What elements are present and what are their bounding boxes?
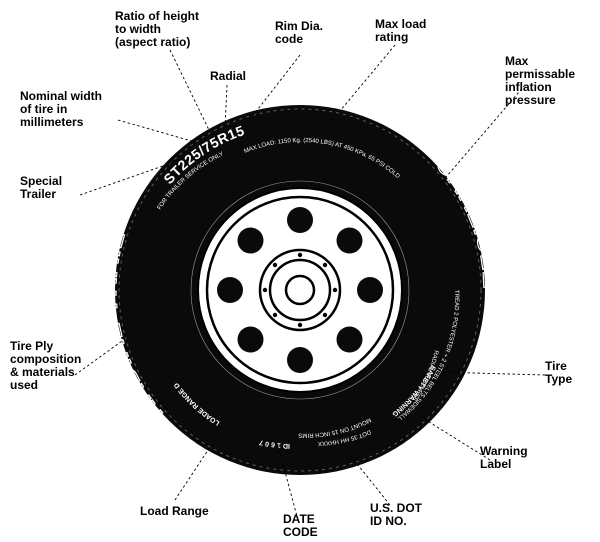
svg-text:Ratio of heightto width(aspect: Ratio of heightto width(aspect ratio) [115,9,199,49]
svg-text:Max loadrating: Max loadrating [375,17,426,44]
svg-text:Maxpermissableinflationpressur: Maxpermissableinflationpressure [505,54,575,107]
svg-text:TireType: TireType [545,359,572,386]
svg-text:Radial: Radial [210,69,246,83]
svg-text:SpecialTrailer: SpecialTrailer [20,174,62,201]
wheel [198,188,402,392]
svg-text:Rim Dia.code: Rim Dia.code [275,19,323,46]
svg-text:Tire Plycomposition& materials: Tire Plycomposition& materialsused [10,339,81,392]
svg-text:Nominal widthof tire inmillime: Nominal widthof tire inmillimeters [20,89,102,129]
svg-text:WarningLabel: WarningLabel [480,444,528,471]
svg-text:Load Range: Load Range [140,504,209,518]
svg-text:DATECODE: DATECODE [283,512,318,539]
tire-diagram: CARLISLE RADIAL TRAIL ST225/75R15 FOR TR… [0,0,600,542]
svg-text:U.S. DOTID NO.: U.S. DOTID NO. [370,501,423,528]
